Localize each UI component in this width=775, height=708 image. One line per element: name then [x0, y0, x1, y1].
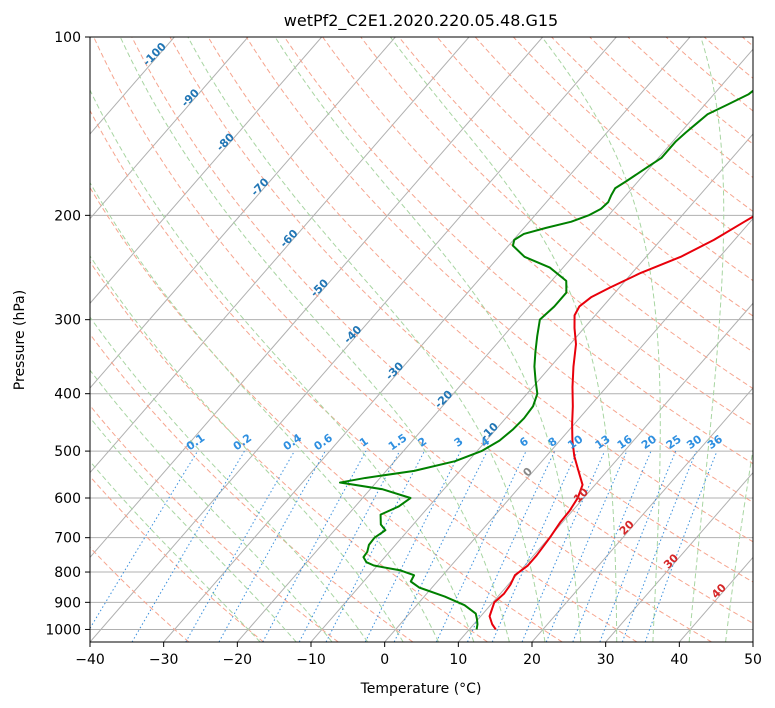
isotherm-gridline [90, 37, 470, 474]
y-tick-label: 900 [54, 595, 81, 611]
isotherm-gridline [163, 37, 691, 642]
dry-adiabat-line [90, 260, 488, 642]
moist-adiabat-line [725, 446, 753, 642]
y-axis-label: Pressure (hPa) [12, 290, 28, 390]
mixing-ratio-line [545, 450, 628, 642]
dry-adiabat-line [90, 186, 563, 642]
isotherm-gridline [90, 37, 544, 559]
isotherm-gridline [90, 37, 249, 220]
dry-adiabat-line [169, 37, 753, 583]
mixing-ratio-line [621, 450, 697, 642]
mixing-ratio-line [218, 450, 326, 642]
moist-adiabat-line [90, 181, 439, 642]
moist-adiabat-line [90, 416, 297, 642]
x-axis-label: Temperature (°C) [360, 681, 482, 697]
isotherm-gridline [90, 37, 323, 305]
y-tick-label: 300 [54, 313, 81, 329]
reference-lines-layer [90, 37, 753, 642]
x-tick-label: −30 [149, 652, 179, 668]
plot-frame [89, 36, 754, 643]
x-tick-label: −40 [75, 652, 105, 668]
dry-adiabat-line [131, 37, 753, 624]
isotherm-gridline [236, 48, 753, 642]
mixing-ratio-line [90, 450, 199, 630]
isotherm-gridline [384, 217, 753, 642]
dry-adiabat-line [90, 404, 339, 642]
axis-layer: −40 −30 −20 −10 0 10 20 30 40 50 100 200 300 400 500 60… [45, 30, 762, 668]
moist-adiabat-line [90, 460, 261, 642]
chart-title: wetPf2_C2E1.2020.220.05.48.G15 [284, 11, 558, 31]
mixing-ratio-line [599, 450, 677, 642]
dry-adiabat-line [90, 333, 414, 642]
y-tick-label: 700 [54, 531, 81, 547]
series-layer [338, 89, 753, 631]
x-tick-label: 40 [670, 652, 688, 668]
moist-adiabat-line [688, 37, 725, 642]
isotherm-gridline [531, 387, 753, 642]
mixing-ratio-line [521, 450, 606, 642]
temperature-profile [488, 215, 753, 631]
x-tick-label: 30 [597, 652, 615, 668]
isotherm-gridline [605, 471, 753, 642]
x-tick-label: −20 [223, 652, 253, 668]
y-tick-label: 800 [54, 565, 81, 581]
y-tick-label: 200 [54, 208, 81, 224]
moist-adiabat-line [90, 88, 475, 642]
x-tick-label: 0 [380, 652, 389, 668]
moist-adiabat-line [90, 255, 404, 642]
moist-adiabat-line [90, 316, 369, 642]
dry-adiabat-line [322, 37, 753, 427]
mixing-ratio-line [491, 450, 578, 642]
mixing-ratio-line [572, 450, 652, 642]
moist-adiabat-line [187, 37, 546, 642]
mixing-ratio-line [364, 450, 462, 642]
dry-adiabat-line [360, 37, 753, 390]
y-tick-label: 1000 [45, 622, 81, 638]
y-tick-label: 600 [54, 491, 81, 507]
dry-adiabat-line [245, 37, 753, 503]
x-tick-label: 50 [744, 652, 762, 668]
moist-adiabat-line [541, 37, 661, 642]
dry-adiabat-line [93, 37, 712, 642]
y-tick-label: 500 [54, 444, 81, 460]
mixing-ratio-line [262, 450, 367, 642]
moist-adiabat-line [90, 369, 333, 642]
y-tick-label: 400 [54, 387, 81, 403]
mixing-ratio-line [644, 450, 718, 642]
isotherm-gridline [90, 37, 617, 642]
dry-adiabat-line [436, 37, 753, 317]
dry-adiabat-line [90, 475, 264, 642]
x-tick-label: 20 [523, 652, 541, 668]
x-tick-label: −10 [296, 652, 326, 668]
x-tick-label: 10 [449, 652, 467, 668]
dewpoint-profile [338, 89, 753, 630]
grid-layer [90, 37, 753, 642]
isotherm-gridline [90, 37, 396, 389]
y-tick-label: 100 [54, 30, 81, 46]
